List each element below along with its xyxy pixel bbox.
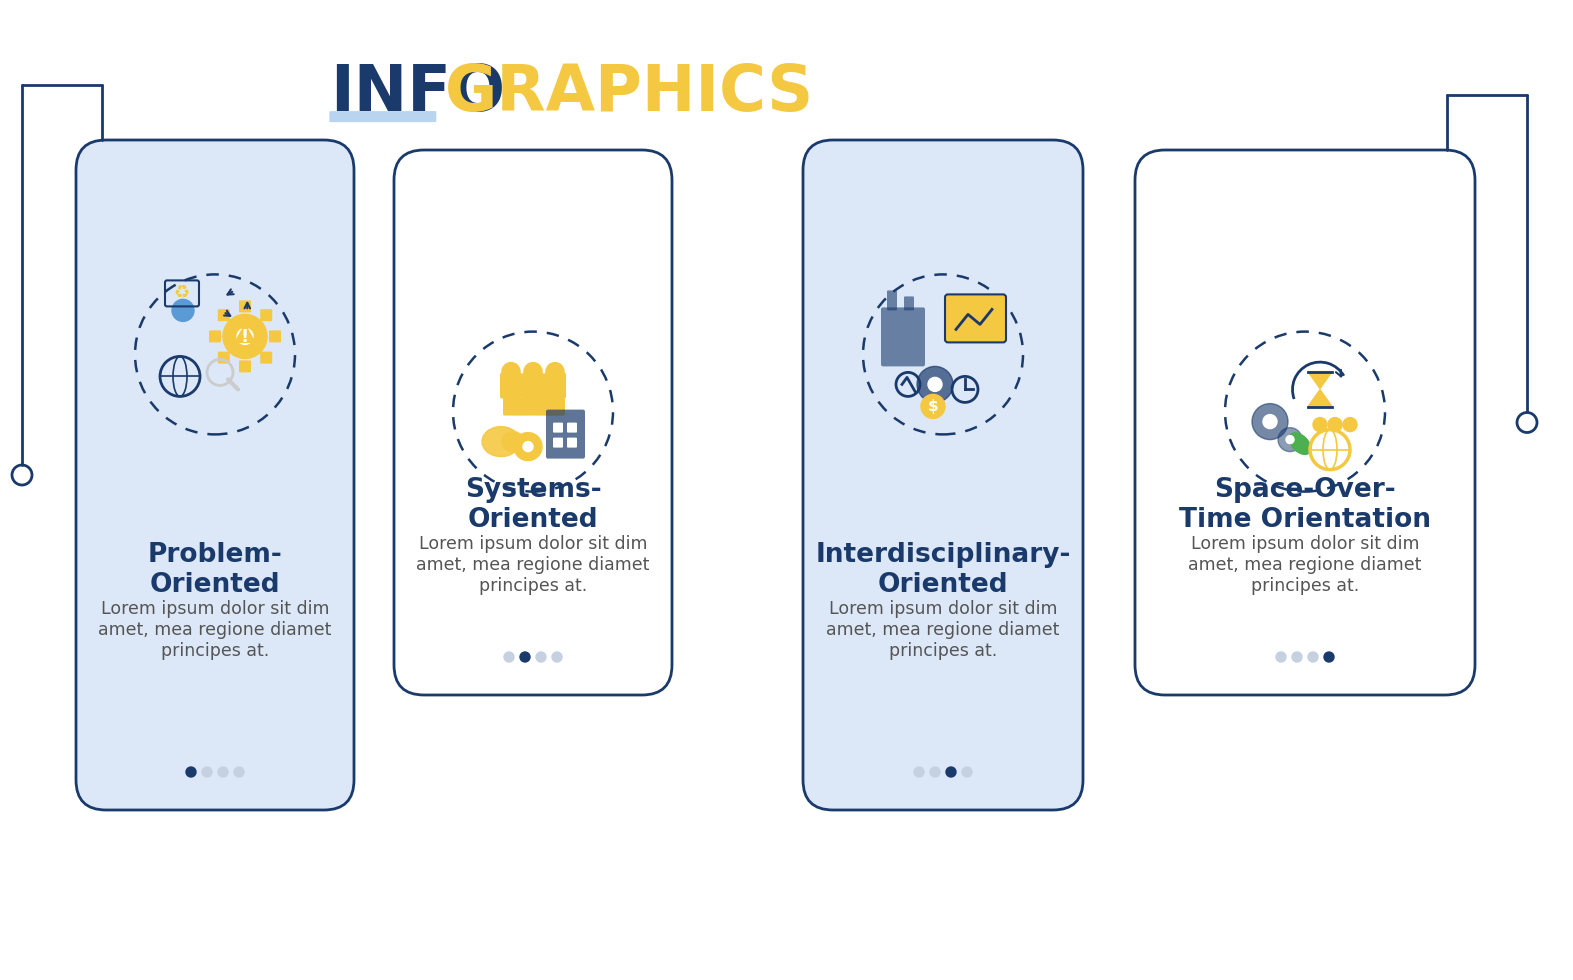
Circle shape — [546, 363, 565, 380]
FancyBboxPatch shape — [239, 361, 252, 372]
Circle shape — [1276, 652, 1287, 662]
FancyBboxPatch shape — [554, 422, 563, 432]
FancyBboxPatch shape — [217, 352, 230, 364]
Circle shape — [522, 442, 533, 452]
FancyBboxPatch shape — [217, 309, 230, 321]
FancyBboxPatch shape — [209, 330, 220, 342]
Circle shape — [171, 300, 193, 321]
Text: Lorem ipsum dolor sit dim
amet, mea regione diamet
principes at.: Lorem ipsum dolor sit dim amet, mea regi… — [1188, 535, 1422, 595]
Circle shape — [1263, 415, 1277, 428]
Circle shape — [219, 767, 228, 777]
Circle shape — [930, 767, 941, 777]
Circle shape — [524, 363, 543, 380]
Circle shape — [514, 432, 543, 461]
Polygon shape — [1309, 390, 1332, 407]
FancyBboxPatch shape — [554, 438, 563, 448]
FancyBboxPatch shape — [566, 422, 577, 432]
Circle shape — [186, 767, 197, 777]
FancyBboxPatch shape — [544, 372, 566, 399]
Circle shape — [914, 767, 923, 777]
Ellipse shape — [502, 431, 524, 452]
Polygon shape — [234, 324, 255, 342]
FancyBboxPatch shape — [500, 372, 522, 399]
Text: Systems-
Oriented: Systems- Oriented — [464, 477, 601, 533]
Circle shape — [1343, 417, 1357, 431]
Circle shape — [945, 767, 956, 777]
FancyBboxPatch shape — [260, 352, 272, 364]
FancyBboxPatch shape — [546, 410, 585, 459]
Circle shape — [201, 767, 212, 777]
Polygon shape — [1309, 371, 1332, 389]
Text: Lorem ipsum dolor sit dim
amet, mea regione diamet
principes at.: Lorem ipsum dolor sit dim amet, mea regi… — [417, 535, 650, 595]
Text: ♻: ♻ — [175, 285, 190, 304]
Circle shape — [234, 767, 244, 777]
Text: Lorem ipsum dolor sit dim
amet, mea regione diamet
principes at.: Lorem ipsum dolor sit dim amet, mea regi… — [98, 600, 332, 660]
Circle shape — [223, 315, 267, 359]
FancyBboxPatch shape — [1136, 150, 1475, 695]
Circle shape — [503, 652, 514, 662]
Circle shape — [928, 377, 942, 391]
Circle shape — [521, 652, 530, 662]
Text: $: $ — [928, 399, 939, 414]
FancyBboxPatch shape — [887, 290, 897, 311]
Text: !: ! — [241, 328, 249, 346]
Text: Lorem ipsum dolor sit dim
amet, mea regione diamet
principes at.: Lorem ipsum dolor sit dim amet, mea regi… — [826, 600, 1060, 660]
Circle shape — [917, 367, 953, 403]
Ellipse shape — [1290, 433, 1310, 455]
Circle shape — [238, 328, 253, 344]
Circle shape — [1328, 417, 1342, 431]
Text: Space-Over-
Time Orientation: Space-Over- Time Orientation — [1180, 477, 1431, 533]
Text: Problem-
Oriented: Problem- Oriented — [148, 542, 283, 598]
Circle shape — [1313, 417, 1328, 431]
Circle shape — [536, 652, 546, 662]
FancyBboxPatch shape — [239, 301, 252, 313]
Circle shape — [502, 363, 521, 380]
FancyBboxPatch shape — [503, 398, 535, 416]
Circle shape — [1291, 652, 1302, 662]
Circle shape — [1287, 435, 1295, 444]
FancyBboxPatch shape — [533, 398, 565, 416]
FancyBboxPatch shape — [945, 294, 1007, 342]
Text: GRAPHICS: GRAPHICS — [445, 62, 813, 124]
Circle shape — [1277, 427, 1302, 452]
Circle shape — [1324, 652, 1334, 662]
FancyBboxPatch shape — [802, 140, 1082, 810]
Ellipse shape — [481, 426, 521, 457]
Circle shape — [552, 652, 562, 662]
FancyBboxPatch shape — [393, 150, 672, 695]
Text: Interdisciplinary-
Oriented: Interdisciplinary- Oriented — [815, 542, 1071, 598]
FancyBboxPatch shape — [260, 309, 272, 321]
Circle shape — [922, 394, 945, 418]
FancyBboxPatch shape — [566, 438, 577, 448]
FancyBboxPatch shape — [269, 330, 282, 342]
Text: INFO: INFO — [330, 62, 505, 124]
FancyBboxPatch shape — [522, 372, 544, 399]
FancyBboxPatch shape — [881, 308, 925, 367]
FancyBboxPatch shape — [329, 111, 436, 122]
Circle shape — [963, 767, 972, 777]
FancyBboxPatch shape — [76, 140, 354, 810]
Circle shape — [1309, 652, 1318, 662]
FancyBboxPatch shape — [904, 296, 914, 311]
Circle shape — [1252, 404, 1288, 440]
